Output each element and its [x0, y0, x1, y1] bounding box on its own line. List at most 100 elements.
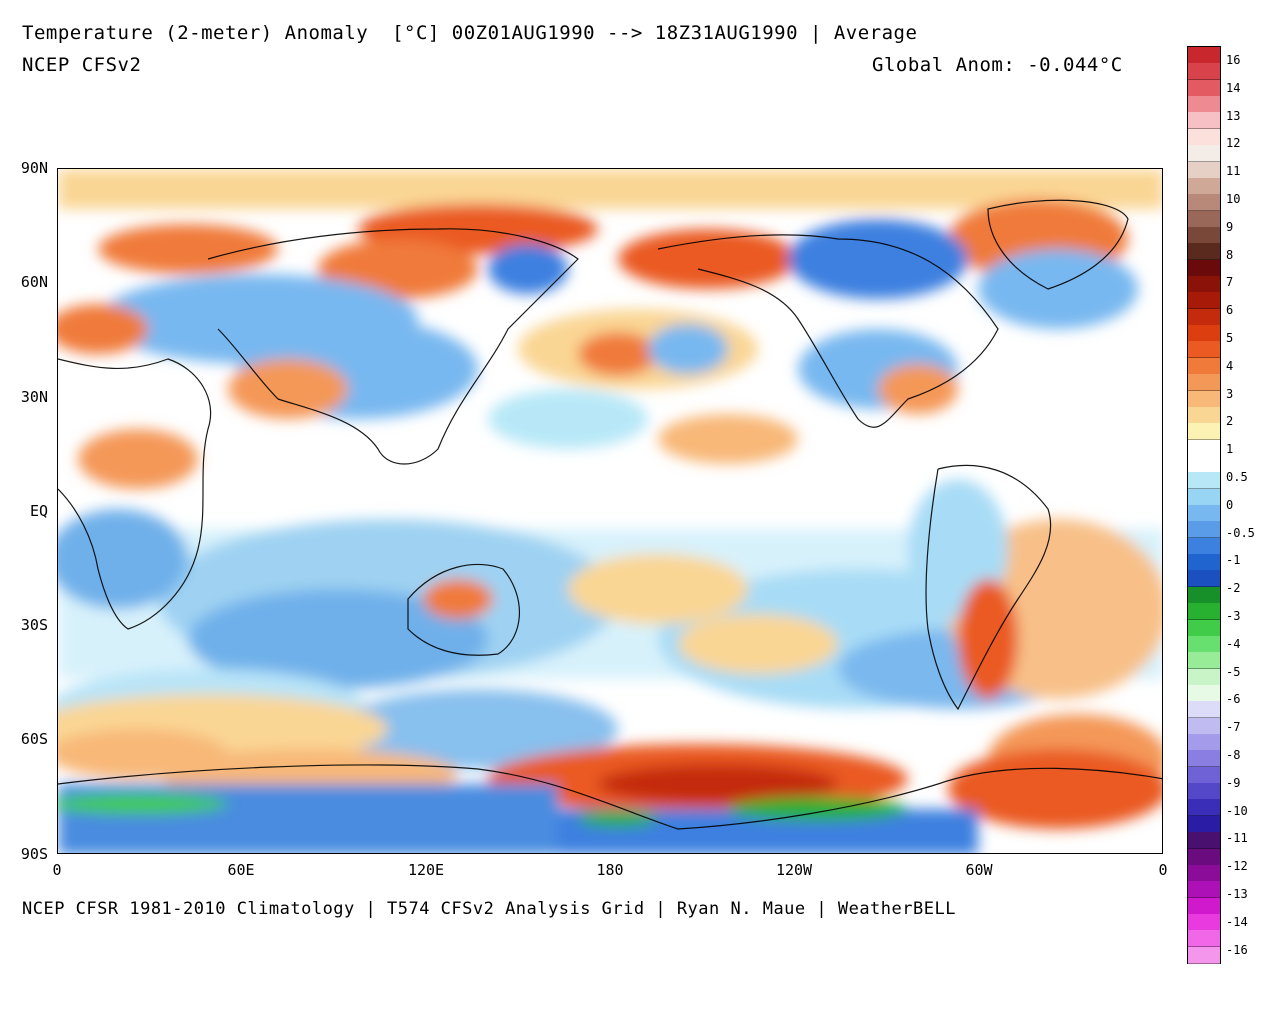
- colorbar-swatch: [1188, 603, 1220, 621]
- colorbar-swatch: [1188, 832, 1220, 850]
- colorbar-label: -7: [1226, 720, 1241, 735]
- colorbar-swatch: [1188, 619, 1220, 637]
- colorbar-swatch: [1188, 848, 1220, 866]
- lon-label-120e: 120E: [407, 861, 445, 879]
- lon-label-0-east: 0: [1158, 861, 1168, 879]
- colorbar-swatch: [1188, 292, 1220, 310]
- colorbar-label: -1: [1226, 553, 1241, 568]
- colorbar-swatch: [1188, 210, 1220, 228]
- colorbar-label: 4: [1226, 358, 1234, 373]
- lat-label-60s: 60S: [20, 730, 48, 748]
- model-name: NCEP CFSv2: [22, 54, 142, 76]
- colorbar-label: -12: [1226, 859, 1248, 874]
- colorbar-legend: [1187, 46, 1221, 964]
- colorbar-label: -9: [1226, 775, 1241, 790]
- colorbar-label: 9: [1226, 219, 1234, 234]
- colorbar-swatch: [1188, 161, 1220, 179]
- colorbar-label: -8: [1226, 748, 1241, 762]
- colorbar-swatch: [1188, 897, 1220, 915]
- colorbar-swatch: [1188, 930, 1220, 948]
- colorbar-swatch: [1188, 96, 1220, 114]
- colorbar-label: 12: [1226, 136, 1241, 151]
- colorbar-swatch: [1188, 635, 1220, 653]
- colorbar-label: 14: [1226, 80, 1241, 95]
- colorbar-swatch: [1188, 47, 1220, 64]
- lat-label-60n: 60N: [20, 273, 48, 291]
- colorbar-swatch: [1188, 684, 1220, 702]
- colorbar-swatch: [1188, 145, 1220, 163]
- colorbar-swatch: [1188, 439, 1220, 457]
- colorbar-label: -5: [1226, 664, 1241, 679]
- colorbar-label: -11: [1226, 831, 1248, 846]
- colorbar-swatch: [1188, 243, 1220, 261]
- colorbar-swatch: [1188, 390, 1220, 408]
- anomaly-field: [58, 169, 1162, 853]
- colorbar-swatch: [1188, 766, 1220, 784]
- colorbar-swatch: [1188, 799, 1220, 817]
- colorbar-swatch: [1188, 226, 1220, 244]
- colorbar-swatch: [1188, 586, 1220, 604]
- colorbar-label: 3: [1226, 386, 1234, 401]
- coastlines: [58, 199, 1162, 830]
- colorbar-label: 7: [1226, 275, 1234, 290]
- colorbar-swatch: [1188, 194, 1220, 212]
- colorbar-swatch: [1188, 750, 1220, 768]
- lat-label-30n: 30N: [20, 388, 48, 406]
- colorbar-swatch: [1188, 554, 1220, 572]
- colorbar-label: 13: [1226, 108, 1241, 123]
- colorbar-label: 0.5: [1226, 470, 1248, 484]
- colorbar-label: 10: [1226, 192, 1241, 206]
- colorbar-label: 2: [1226, 414, 1234, 429]
- colorbar-label: -2: [1226, 581, 1241, 596]
- colorbar-swatch: [1188, 63, 1220, 81]
- colorbar-swatch: [1188, 374, 1220, 392]
- colorbar-swatch: [1188, 455, 1220, 473]
- colorbar-swatch: [1188, 357, 1220, 375]
- colorbar-swatch: [1188, 570, 1220, 588]
- lon-label-180: 180: [596, 861, 624, 879]
- colorbar-label: 16: [1226, 53, 1241, 67]
- colorbar-label: -4: [1226, 636, 1241, 651]
- colorbar-swatch: [1188, 128, 1220, 146]
- global-anomaly: Global Anom: -0.044°C: [872, 54, 1123, 76]
- lon-label-120w: 120W: [775, 861, 813, 879]
- colorbar-swatch: [1188, 259, 1220, 277]
- colorbar-label: -3: [1226, 609, 1241, 623]
- colorbar-swatch: [1188, 668, 1220, 686]
- colorbar-swatch: [1188, 472, 1220, 490]
- footer-credit: NCEP CFSR 1981-2010 Climatology | T574 C…: [22, 899, 956, 919]
- colorbar-swatch: [1188, 112, 1220, 130]
- colorbar-label: 8: [1226, 247, 1234, 262]
- lon-label-0: 0: [52, 861, 62, 879]
- colorbar-swatch: [1188, 308, 1220, 326]
- colorbar-swatch: [1188, 177, 1220, 195]
- colorbar-label: -6: [1226, 692, 1241, 707]
- colorbar-label: 11: [1226, 164, 1241, 179]
- lat-label-30s: 30S: [20, 616, 48, 634]
- colorbar-swatch: [1188, 815, 1220, 833]
- colorbar-swatch: [1188, 79, 1220, 97]
- colorbar-label: -13: [1226, 887, 1248, 901]
- lat-label-90n: 90N: [20, 159, 48, 177]
- colorbar-swatch: [1188, 783, 1220, 801]
- colorbar-swatch: [1188, 423, 1220, 441]
- colorbar-swatch: [1188, 341, 1220, 359]
- lon-label-60e: 60E: [227, 861, 255, 879]
- colorbar-swatch: [1188, 652, 1220, 670]
- colorbar-label: 6: [1226, 303, 1234, 318]
- lon-label-60w: 60W: [965, 861, 993, 879]
- colorbar-label: -10: [1226, 803, 1248, 818]
- anomaly-map: [57, 168, 1163, 854]
- colorbar-swatch: [1188, 864, 1220, 882]
- colorbar-swatch: [1188, 701, 1220, 719]
- colorbar-label: -14: [1226, 914, 1248, 929]
- colorbar-swatch: [1188, 488, 1220, 506]
- map-title: Temperature (2-meter) Anomaly [°C] 00Z01…: [22, 22, 918, 44]
- colorbar-swatch: [1188, 406, 1220, 424]
- colorbar-swatch: [1188, 505, 1220, 522]
- colorbar-swatch: [1188, 325, 1220, 343]
- colorbar-label: 0: [1226, 497, 1234, 512]
- colorbar-swatch: [1188, 913, 1220, 931]
- lat-label-90s: 90S: [20, 845, 48, 863]
- colorbar-swatch: [1188, 537, 1220, 555]
